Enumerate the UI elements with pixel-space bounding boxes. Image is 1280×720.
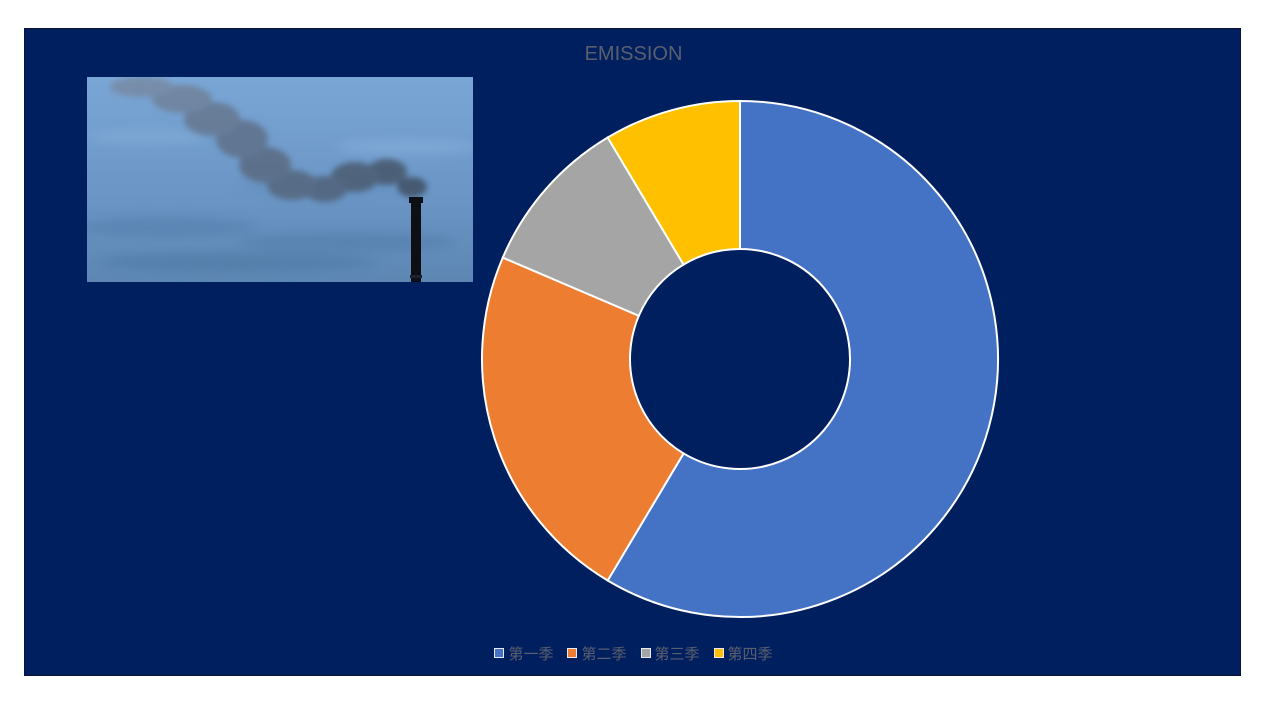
legend-swatch-3 [640,647,651,658]
legend-item-4: 第四季 [713,643,773,664]
legend-item-3: 第三季 [640,643,700,664]
legend-item-1: 第一季 [494,643,553,664]
donut-slice-1 [606,99,999,618]
legend-label-3: 第三季 [654,645,700,663]
legend-swatch-2 [567,647,578,658]
legend-swatch-4 [713,647,724,658]
legend-item-2: 第二季 [567,643,627,664]
chart-legend: 第一季 第二季 第三季 第四季 [25,643,1240,664]
smokestack-photo [87,77,473,282]
legend-label-4: 第四季 [727,645,773,663]
donut-slice-4 [606,99,741,266]
chart-title: EMISSION [584,43,683,65]
donut-slice-3 [501,136,685,318]
chart-area: EMISSION [24,28,1241,676]
legend-label-2: 第二季 [581,645,627,663]
legend-swatch-1 [494,647,505,658]
donut-slice-2 [481,256,685,582]
donut-chart [481,99,999,618]
legend-label-1: 第一季 [508,645,554,663]
